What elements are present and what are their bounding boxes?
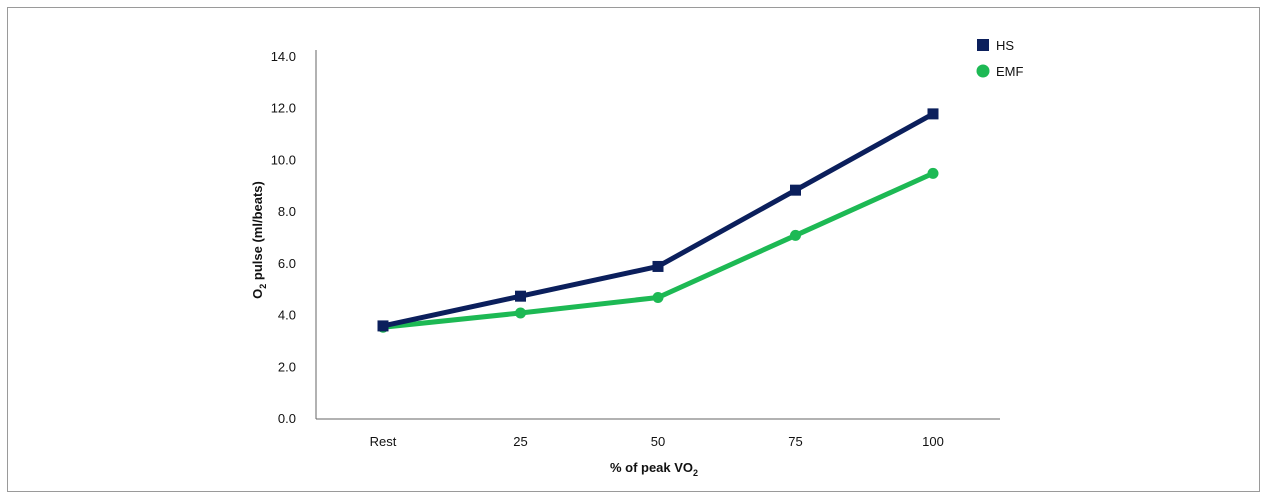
y-tick-label: 14.0 (271, 49, 296, 64)
x-tick-labels: Rest 25 50 75 100 (370, 434, 944, 449)
y-tick-label: 12.0 (271, 101, 296, 116)
data-point-hs (515, 290, 526, 302)
y-tick-label: 0.0 (278, 411, 296, 426)
legend: HS EMF (976, 38, 1024, 79)
data-point-hs (927, 108, 939, 120)
x-tick-label: 25 (513, 434, 527, 449)
legend-marker-hs (977, 39, 989, 51)
legend-label-emf: EMF (996, 64, 1024, 79)
x-tick-label: 75 (788, 434, 802, 449)
legend-marker-emf (976, 64, 990, 78)
x-tick-label: 100 (922, 434, 944, 449)
chart-frame (7, 7, 1260, 492)
x-tick-label: 50 (651, 434, 665, 449)
data-point-emf (652, 291, 664, 303)
data-point-hs (790, 184, 801, 196)
data-point-hs (652, 260, 664, 272)
y-tick-label: 10.0 (271, 152, 296, 167)
series-line-emf (380, 170, 936, 330)
legend-label-hs: HS (996, 38, 1014, 53)
axes (315, 50, 1000, 420)
series-layer (377, 108, 939, 333)
data-point-hs (377, 320, 389, 332)
y-tick-label: 8.0 (278, 204, 296, 219)
y-tick-label: 4.0 (278, 308, 296, 323)
y-tick-labels: 0.0 2.0 4.0 6.0 8.0 10.0 12.0 14.0 (271, 49, 296, 426)
data-point-emf (790, 229, 801, 241)
y-tick-label: 2.0 (278, 359, 296, 374)
y-tick-label: 6.0 (278, 256, 296, 271)
data-point-emf (927, 167, 939, 179)
y-axis-title: O2 pulse (ml/beats) (250, 181, 268, 299)
x-tick-label: Rest (370, 434, 397, 449)
data-point-emf (515, 307, 526, 319)
x-axis-title: % of peak VO2 (610, 460, 698, 478)
